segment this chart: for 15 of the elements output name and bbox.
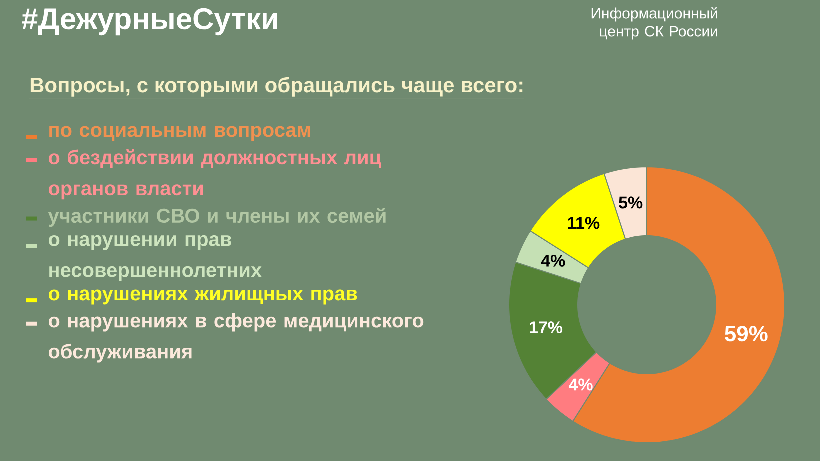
data-label: 4% (568, 378, 593, 391)
data-label: 59% (725, 326, 768, 342)
legend-label: о нарушениях в сфере медицинского обслуживания (48, 313, 424, 363)
legend-label: о нарушениях жилищных прав (48, 290, 358, 305)
chart-subtitle: Вопросы, с которыми обращались чаще всего: (30, 77, 523, 97)
data-label: 5% (619, 196, 643, 209)
data-label: 17% (530, 322, 563, 334)
legend-label: участники СВО и члены их семей (48, 208, 386, 228)
text: Информационный центр СК России (592, 8, 718, 40)
legend-label: по социальным вопросам (50, 126, 310, 142)
chart-title: #ДежурныеСутки (22, 8, 278, 36)
legend-label: о нарушении прав несовершеннолетних (48, 235, 262, 282)
data-label: 11% (568, 217, 600, 230)
legend-label: о бездействии должностных лиц органов власти (48, 150, 382, 200)
data-label: 4% (541, 254, 566, 267)
